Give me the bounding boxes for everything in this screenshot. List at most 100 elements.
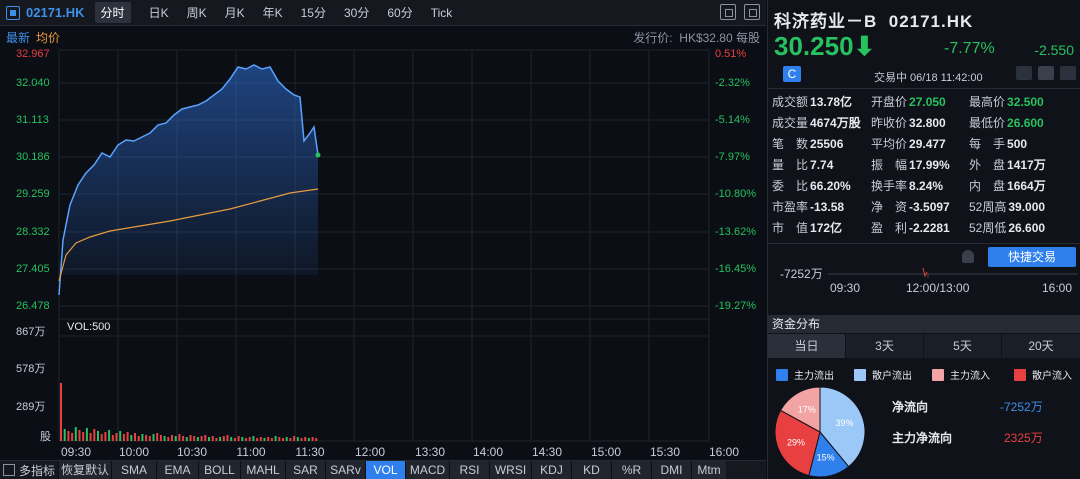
volume-bar [130,435,133,441]
volume-bar [100,434,103,441]
price-tick: 29.259 [16,188,50,200]
stat-item: 内 盘 1664万 [969,179,1046,193]
volume-bar [274,436,277,441]
pie-label: 17% [798,405,816,415]
chart-toolbar: 02171.HK 分时 日K 周K 月K 年K 15分 30分 60分 Tick [0,0,766,26]
volume-bar [307,438,310,441]
volume-bar [174,436,177,441]
indicator-wrsi[interactable]: WRSI [489,461,531,479]
volume-bar [108,430,111,441]
indicator-boll[interactable]: BOLL [198,461,240,479]
tab-day-k[interactable]: 日K [148,6,169,20]
volume-bar [141,434,144,441]
stat-item: 最低价 26.600 [969,116,1044,130]
volume-bar [241,437,244,441]
change-amount: -2.550 [1034,42,1074,58]
indicator-kdj[interactable]: KDJ [531,461,571,479]
stat-item: 平均价 29.477 [871,137,946,151]
tab-tick[interactable]: Tick [430,5,453,20]
volume-bar [60,383,62,441]
time-tick: 11:00 [236,445,266,459]
favorite-icon[interactable] [1038,66,1054,80]
quick-trade-button[interactable]: 快捷交易 [988,247,1076,267]
volume-bar [289,438,292,441]
tab-15min[interactable]: 15分 [300,6,326,20]
volume-bar [278,437,281,441]
volume-bar [111,435,114,441]
price-line [58,64,319,296]
volume-bar [200,436,203,441]
legend-avg: 均价 [36,31,61,45]
class-tag[interactable]: C [783,66,801,82]
tab-today[interactable]: 当日 [768,334,846,358]
flow-mini-chart [828,267,1078,278]
indicator-kd[interactable]: KD [571,461,611,479]
ticker-selector[interactable]: 02171.HK [0,5,85,20]
indicator-bar: 多指标 恢复默认 SMA EMA BOLL MAHL SAR SARv VOL … [0,460,766,479]
multi-indicator-toggle[interactable]: 多指标 [0,462,58,479]
volume-bar [134,433,136,441]
tab-3days[interactable]: 3天 [846,334,924,358]
indicator-mtm[interactable]: Mtm [691,461,726,479]
flow-time: 09:30 [830,281,861,295]
stock-name: 科济药业－B 02171.HK [774,12,974,31]
tab-intraday[interactable]: 分时 [94,2,131,23]
more-icon[interactable] [1060,66,1076,80]
volume-bar [233,438,236,441]
indicator-sar[interactable]: SAR [285,461,325,479]
volume-bar [311,437,314,441]
tab-30min[interactable]: 30分 [343,6,370,20]
volume-bar [259,437,262,441]
capital-pie: 39% 15% 29% 17% [774,386,866,478]
price-tick: 32.967 [16,48,50,60]
volume-bar [267,437,270,441]
volume-bar [285,437,288,441]
volume-bar [219,437,222,441]
indicator-sma[interactable]: SMA [111,461,156,479]
time-tick: 10:00 [118,445,150,459]
pct-tick: -13.62% [715,226,756,238]
net-flow-value: -7252万 [1000,400,1043,414]
indicator-ema[interactable]: EMA [156,461,198,479]
legend-main-out: 主力流出 [776,367,834,382]
time-tick: 10:30 [176,445,208,459]
stat-item: 最高价 32.500 [969,95,1044,109]
legend-main-in: 主力流入 [932,367,990,382]
last-price-dot [315,152,321,158]
tab-month-k[interactable]: 月K [224,6,245,20]
indicator-vol[interactable]: VOL [365,461,405,479]
chart-svg [58,49,710,442]
share-icon[interactable] [1016,66,1032,80]
stat-item: 成交额 13.78亿 [772,95,853,109]
fullscreen-icon[interactable] [720,4,736,20]
tab-20days[interactable]: 20天 [1002,334,1080,358]
bell-icon[interactable] [962,250,974,263]
stat-item: 盈 利 -2.2281 [871,221,950,235]
indicator-wr[interactable]: %R [611,461,651,479]
indicator-sarv[interactable]: SARv [325,461,365,479]
indicator-dmi[interactable]: DMI [651,461,691,479]
intraday-chart[interactable]: 32.967 32.040 31.113 30.186 29.259 28.33… [0,45,766,479]
tab-5days[interactable]: 5天 [924,334,1002,358]
volume-bar [63,429,66,441]
volume-bar [71,433,74,441]
indicator-rsi[interactable]: RSI [449,461,489,479]
volume-bar [193,436,196,441]
indicator-reset[interactable]: 恢复默认 [58,461,111,479]
tab-60min[interactable]: 60分 [387,6,413,20]
chart-legend: 最新 均价 发行价: HK$32.80 每股 [0,27,766,45]
change-percent: -7.77% [944,40,995,57]
stat-item: 换手率 8.24% [871,179,944,193]
volume-bar [85,428,88,441]
volume-bar [156,433,159,441]
indicator-mahl[interactable]: MAHL [240,461,285,479]
indicator-macd[interactable]: MACD [405,461,449,479]
checkbox-icon[interactable] [3,464,15,476]
tab-year-k[interactable]: 年K [262,6,283,20]
volume-bar [178,434,181,441]
volume-bar [159,435,162,441]
popout-icon[interactable] [744,4,760,20]
volume-bar [211,436,214,441]
volume-label: VOL:500 [67,321,111,333]
tab-week-k[interactable]: 周K [186,6,207,20]
